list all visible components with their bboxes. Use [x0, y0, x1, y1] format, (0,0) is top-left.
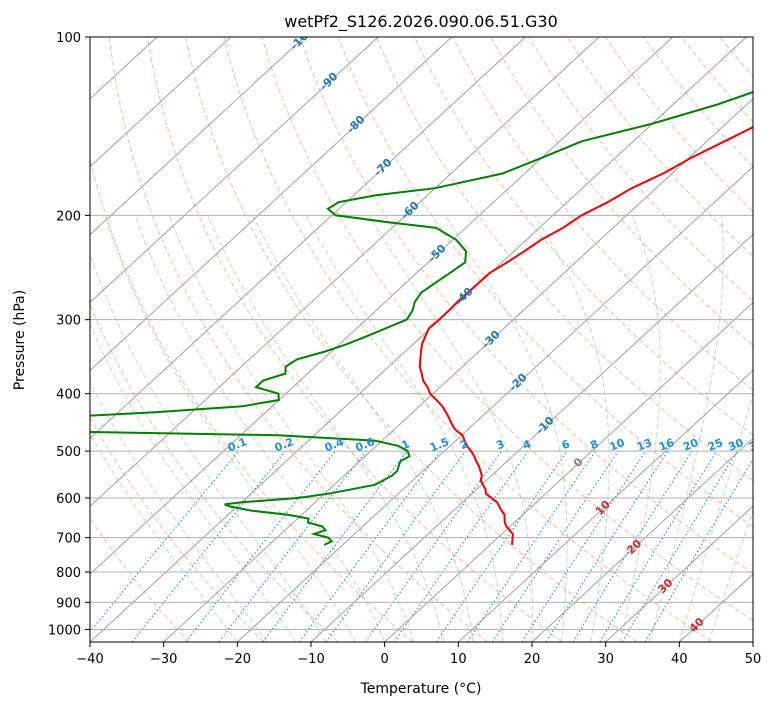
y-tick-label: 200	[56, 209, 81, 224]
x-tick-label: 0	[381, 652, 389, 667]
y-tick-label: 800	[56, 566, 81, 581]
isotherm-line	[163, 98, 753, 642]
mixing-ratio-line	[435, 450, 568, 642]
mixing-ratio-line	[262, 450, 408, 642]
mixing-ratio-line	[467, 450, 597, 642]
y-axis-label: Pressure (hPa)	[12, 290, 28, 390]
y-tick-label: 600	[56, 492, 81, 507]
mixing-ratio-label: 3	[494, 437, 506, 452]
mixing-ratio-label: 16	[657, 436, 676, 454]
temperature-line	[418, 125, 753, 545]
isotherm-line	[90, 37, 747, 642]
moist-adiabat-line	[168, 215, 415, 642]
x-tick-label: −40	[76, 652, 103, 667]
mixing-ratio-label: 36	[747, 436, 766, 454]
x-axis-label: Temperature (°C)	[360, 681, 482, 697]
plot-frame	[89, 36, 754, 643]
mixing-ratio-label: 1	[400, 437, 412, 452]
y-tick-label: 1000	[48, 623, 81, 638]
mixing-ratio-line	[364, 450, 503, 642]
x-tick-label: −30	[150, 652, 177, 667]
mixing-ratio-line	[298, 450, 442, 642]
sounding-series	[90, 91, 753, 546]
x-tick-label: −10	[297, 652, 324, 667]
isotherm-line	[531, 437, 753, 642]
pressure-gridlines	[90, 37, 753, 630]
isotherm-line	[458, 369, 753, 642]
y-axis: 100 200 300 400 500 600 700 800 900 1000	[48, 31, 90, 638]
moist-adiabat-line	[134, 215, 386, 642]
dry-adiabat-line	[452, 37, 753, 391]
chart-title: wetPf2_S126.2026.090.06.51.G30	[284, 12, 558, 32]
dry-adiabat-line	[90, 416, 264, 642]
dry-adiabat-line	[90, 517, 190, 642]
mixing-ratio-line	[545, 450, 669, 642]
isotherm-line	[605, 505, 753, 642]
x-tick-label: −20	[224, 652, 251, 667]
x-tick-label: 50	[745, 652, 762, 667]
x-axis: −40 −30 −20 −10 0 10 20 30 40 50	[76, 642, 761, 667]
moist-adiabat-line	[252, 215, 474, 642]
y-tick-label: 100	[56, 31, 81, 46]
dry-adiabat-line	[528, 37, 753, 302]
x-tick-label: 20	[524, 652, 541, 667]
y-tick-label: 300	[56, 314, 81, 329]
mixing-ratio-label: 30	[726, 436, 745, 454]
mixing-ratio-label: 13	[635, 436, 654, 454]
dry-adiabat-line	[375, 37, 753, 482]
moist-adiabat-line	[90, 322, 297, 642]
isotherm-line	[310, 234, 753, 642]
x-tick-label: 10	[450, 652, 467, 667]
y-tick-label: 400	[56, 388, 81, 403]
mixing-ratio-line	[599, 450, 718, 642]
isotherm-line	[90, 37, 453, 372]
isotherm-line	[90, 37, 600, 507]
isotherm-line	[237, 166, 753, 642]
mixing-ratio-label: 8	[588, 437, 600, 452]
mixing-ratio-label: 10	[608, 436, 627, 454]
moist-adiabat-line	[619, 215, 661, 642]
moist-adiabat-line	[207, 215, 445, 642]
isotherm-line	[90, 37, 379, 304]
mixing-ratio-label: 25	[706, 436, 725, 454]
moist-adiabat-line	[649, 215, 724, 642]
dry-adiabat-line	[337, 37, 753, 528]
dewpoint-line	[90, 91, 753, 546]
mixing-ratio-line	[521, 450, 647, 642]
moist-adiabat-line	[678, 392, 753, 642]
isotherm-line	[90, 37, 674, 575]
isotherm-line	[384, 301, 753, 642]
y-tick-label: 700	[56, 532, 81, 547]
mixing-ratio-line	[90, 450, 240, 633]
y-tick-label: 500	[56, 445, 81, 460]
mixing-ratio-line	[325, 450, 466, 642]
dry-adiabat-line	[147, 37, 563, 642]
x-tick-label: 30	[597, 652, 614, 667]
y-tick-label: 900	[56, 596, 81, 611]
dry-adiabat-line	[223, 37, 712, 642]
isotherm-line	[90, 37, 232, 168]
moist-adiabat-line	[104, 215, 356, 642]
mixing-ratio-label: 2	[458, 437, 470, 452]
isotherms	[90, 37, 753, 642]
mixing-ratio-label: 20	[681, 436, 700, 454]
moist-adiabat-line	[534, 215, 610, 642]
moist-adiabat-line	[90, 252, 327, 642]
plot-area: 0.10.20.40.611.52346810131620253036-100-…	[90, 37, 766, 642]
moist-adiabats	[90, 215, 753, 642]
moist-adiabat-line	[305, 215, 503, 642]
dry-adiabat-line	[299, 37, 753, 574]
dry-adiabat-line	[261, 37, 753, 622]
dry-adiabat-line	[108, 37, 488, 642]
isotherm-line	[90, 37, 526, 439]
isotherm-line	[90, 37, 305, 236]
x-tick-label: 40	[671, 652, 688, 667]
